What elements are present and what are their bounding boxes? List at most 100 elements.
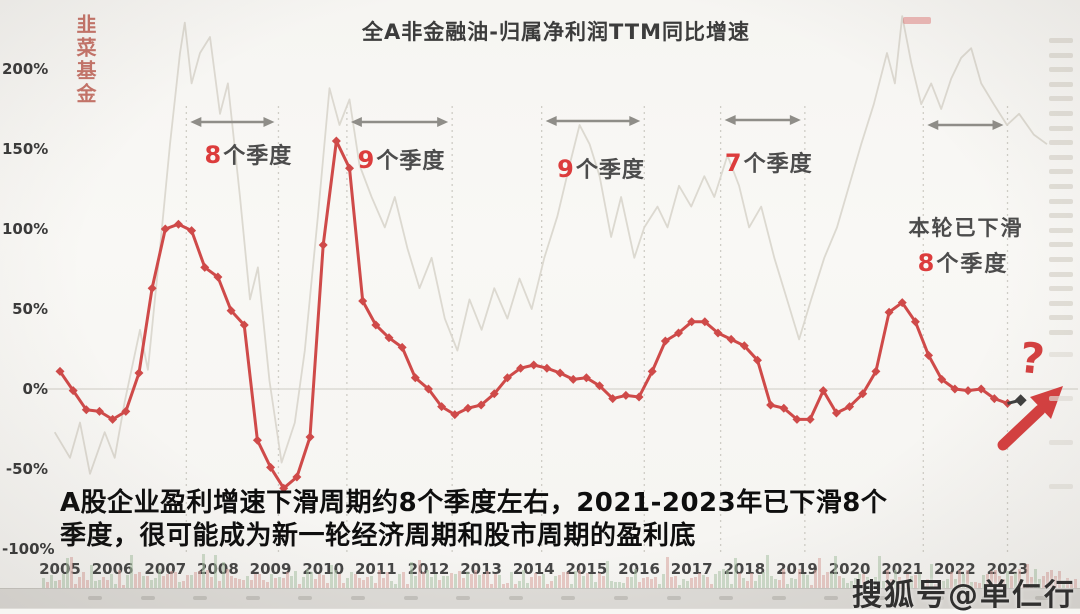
- volume-bar: [670, 576, 673, 588]
- volume-bar: [538, 575, 541, 588]
- volume-bar: [1026, 564, 1029, 588]
- volume-bar: [674, 575, 677, 588]
- volume-bar: [994, 570, 997, 588]
- volume-bar: [514, 584, 517, 588]
- volume-bar: [1014, 573, 1017, 588]
- volume-bar: [574, 571, 577, 588]
- volume-bar: [922, 582, 925, 588]
- band-tick: [1034, 596, 1049, 600]
- volume-bar: [118, 569, 121, 588]
- data-point-marker: [621, 390, 631, 400]
- volume-bar: [382, 578, 385, 588]
- volume-bar: [650, 579, 653, 588]
- volume-bar: [494, 574, 497, 588]
- volume-bar: [534, 573, 537, 588]
- arrow-left-head-icon: [927, 120, 939, 130]
- data-point-marker: [68, 386, 78, 396]
- volume-bar: [266, 581, 269, 588]
- data-point-marker: [805, 414, 815, 424]
- volume-bar: [126, 575, 129, 588]
- volume-bar: [278, 576, 281, 588]
- volume-bar: [954, 579, 957, 588]
- volume-bar: [142, 576, 145, 588]
- x-axis-label: 2016: [618, 560, 660, 578]
- current-cycle-quarters-number: 8: [917, 249, 937, 277]
- volume-bar: [294, 571, 297, 588]
- data-point-marker: [384, 333, 394, 343]
- volume-bar: [254, 574, 257, 588]
- decline-span-label: 7个季度: [724, 149, 813, 177]
- right-axis-tick: [1049, 213, 1073, 219]
- volume-bar: [654, 576, 657, 588]
- volume-bar: [170, 570, 173, 588]
- volume-bar: [306, 569, 309, 588]
- right-axis-tick: [1049, 111, 1073, 116]
- right-axis-tick: [1049, 484, 1073, 489]
- data-point-marker: [463, 403, 473, 413]
- data-point-marker: [239, 320, 249, 330]
- volume-bar: [990, 570, 993, 588]
- volume-bar: [1050, 569, 1053, 588]
- volume-bar: [630, 577, 633, 588]
- right-axis-tick: [1049, 198, 1073, 204]
- profit-growth-line: [58, 139, 1009, 490]
- band-tick: [824, 596, 839, 600]
- data-point-marker: [871, 366, 881, 376]
- band-tick: [403, 596, 418, 600]
- volume-bar: [1002, 579, 1005, 588]
- data-point-marker: [845, 402, 855, 412]
- volume-bar: [98, 580, 101, 588]
- data-point-marker: [963, 386, 973, 396]
- volume-bar: [834, 555, 837, 588]
- volume-bar: [798, 569, 801, 588]
- right-axis-tick: [1049, 440, 1073, 445]
- volume-bar: [198, 571, 201, 588]
- volume-bar: [550, 581, 553, 588]
- volume-bar: [722, 569, 725, 588]
- volume-bar: [246, 576, 249, 588]
- volume-bar: [962, 574, 965, 588]
- x-axis-label: 2013: [460, 560, 502, 578]
- volume-bar: [502, 584, 505, 588]
- volume-bar: [1066, 578, 1069, 588]
- volume-bar: [462, 578, 465, 588]
- right-axis-tick: [1049, 352, 1073, 357]
- data-point-marker: [200, 262, 210, 272]
- volume-bar: [914, 574, 917, 588]
- volume-bar: [622, 582, 625, 588]
- current-cycle-note-line2: 8个季度: [917, 249, 1009, 277]
- volume-bar: [738, 572, 741, 588]
- data-point-marker: [502, 373, 512, 383]
- volume-bar: [518, 580, 521, 588]
- fund-seal-watermark: 韭菜基金: [73, 14, 97, 106]
- volume-bar: [522, 570, 525, 588]
- volume-bar: [934, 584, 937, 588]
- right-axis-tick: [1049, 315, 1073, 321]
- volume-bar: [366, 576, 369, 588]
- volume-bar: [978, 583, 981, 588]
- volume-bar: [186, 574, 189, 588]
- volume-bar: [558, 574, 561, 588]
- data-point-marker: [647, 366, 657, 376]
- volume-bar: [422, 571, 425, 588]
- volume-bar: [686, 580, 689, 588]
- volume-bar: [702, 575, 705, 588]
- volume-bar: [130, 554, 133, 588]
- volume-bar: [718, 571, 721, 588]
- data-point-marker: [423, 384, 433, 394]
- volume-bar: [174, 571, 177, 588]
- volume-bar: [826, 571, 829, 588]
- data-point-marker: [81, 405, 91, 415]
- data-point-marker: [331, 136, 341, 146]
- volume-bar: [426, 569, 429, 588]
- volume-bar: [614, 582, 617, 588]
- arrow-right-head-icon: [437, 117, 449, 127]
- volume-bar: [430, 576, 433, 588]
- data-point-marker: [634, 392, 644, 402]
- volume-bar: [966, 569, 969, 588]
- volume-bar: [758, 574, 761, 588]
- y-axis-label: 200%: [2, 60, 49, 78]
- data-point-marker: [108, 414, 118, 424]
- volume-bar: [402, 572, 405, 588]
